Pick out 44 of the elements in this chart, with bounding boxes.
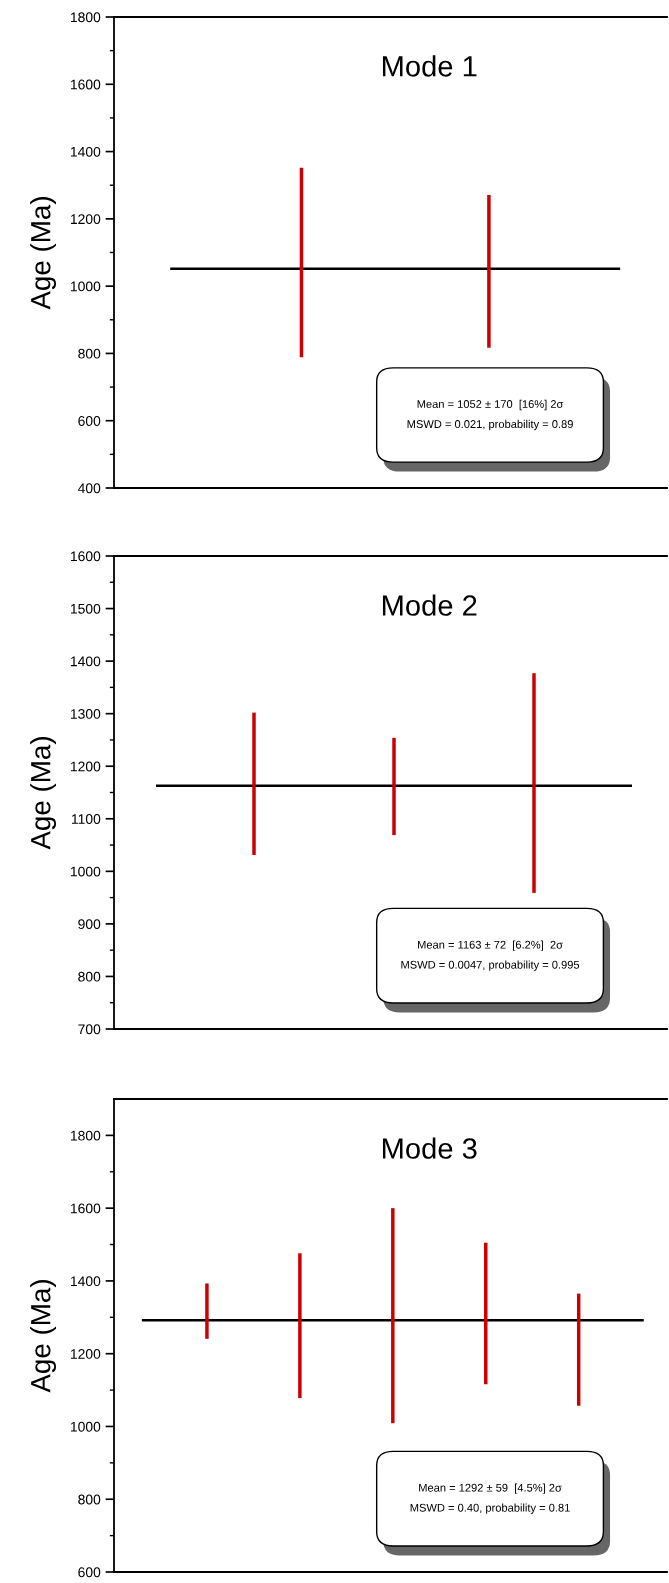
y-tick-label: 1100 bbox=[71, 814, 101, 824]
y-axis-title: Age (Ma) bbox=[30, 737, 57, 850]
y-axis-title: Age (Ma) bbox=[30, 197, 57, 310]
annotation: Mean = 1052 ± 170 [16%] 2σ bbox=[417, 399, 564, 411]
bar bbox=[484, 1242, 488, 1385]
y-tick-label: 1000 bbox=[70, 866, 101, 877]
y-tick-label: 1400 bbox=[70, 1276, 101, 1287]
annotation: Mean = 1292 ± 59 [4.5%] 2σ bbox=[419, 1483, 562, 1494]
bar bbox=[532, 673, 536, 893]
y-axis-title: Age (Ma) bbox=[30, 1280, 57, 1393]
annotation: MSWD = 0.0047, probability = 0.995 bbox=[401, 960, 580, 971]
y-tick-label: 1000 bbox=[70, 1421, 101, 1432]
annotation: Mean = 1163 ± 72 [6.2%] 2σ bbox=[418, 940, 563, 951]
y-tick-label: 700 bbox=[78, 1024, 101, 1035]
y-tick-label: 1400 bbox=[70, 656, 101, 667]
y-tick-label: 600 bbox=[78, 1567, 101, 1578]
bar bbox=[298, 1253, 302, 1399]
annotation: MSWD = 0.021, probability = 0.89 bbox=[407, 419, 573, 431]
y-tick-label: 1600 bbox=[70, 1203, 101, 1214]
y-tick-label: 1800 bbox=[70, 12, 101, 23]
text: Mode 1 bbox=[382, 55, 477, 77]
bar bbox=[392, 737, 396, 836]
y-tick-label: 1200 bbox=[70, 761, 101, 772]
text: Mode 2 bbox=[382, 594, 477, 616]
y-tick-label: 1600 bbox=[70, 79, 101, 90]
y-tick-label: 1200 bbox=[70, 214, 101, 225]
y-tick-label: 1000 bbox=[70, 281, 101, 292]
y-tick-label: 600 bbox=[78, 416, 101, 426]
y-tick-label: 400 bbox=[77, 483, 101, 494]
bar bbox=[391, 1208, 395, 1424]
y-tick-label: 1600 bbox=[70, 551, 101, 562]
y-tick-label: 800 bbox=[78, 971, 101, 982]
y-tick-label: 1800 bbox=[70, 1130, 101, 1141]
text: Mode 3 bbox=[382, 1137, 477, 1159]
y-tick-label: 800 bbox=[78, 1494, 101, 1505]
y-tick-label: 1500 bbox=[70, 603, 101, 614]
y-tick-label: 1200 bbox=[70, 1349, 101, 1359]
y-tick-label: 900 bbox=[78, 919, 101, 930]
bar bbox=[252, 712, 256, 856]
annotation: MSWD = 0.40, probability = 0.81 bbox=[410, 1503, 570, 1514]
y-tick-label: 1300 bbox=[70, 709, 101, 719]
y-tick-label: 800 bbox=[78, 348, 101, 359]
y-tick-label: 1400 bbox=[70, 146, 101, 157]
bar bbox=[205, 1283, 209, 1339]
